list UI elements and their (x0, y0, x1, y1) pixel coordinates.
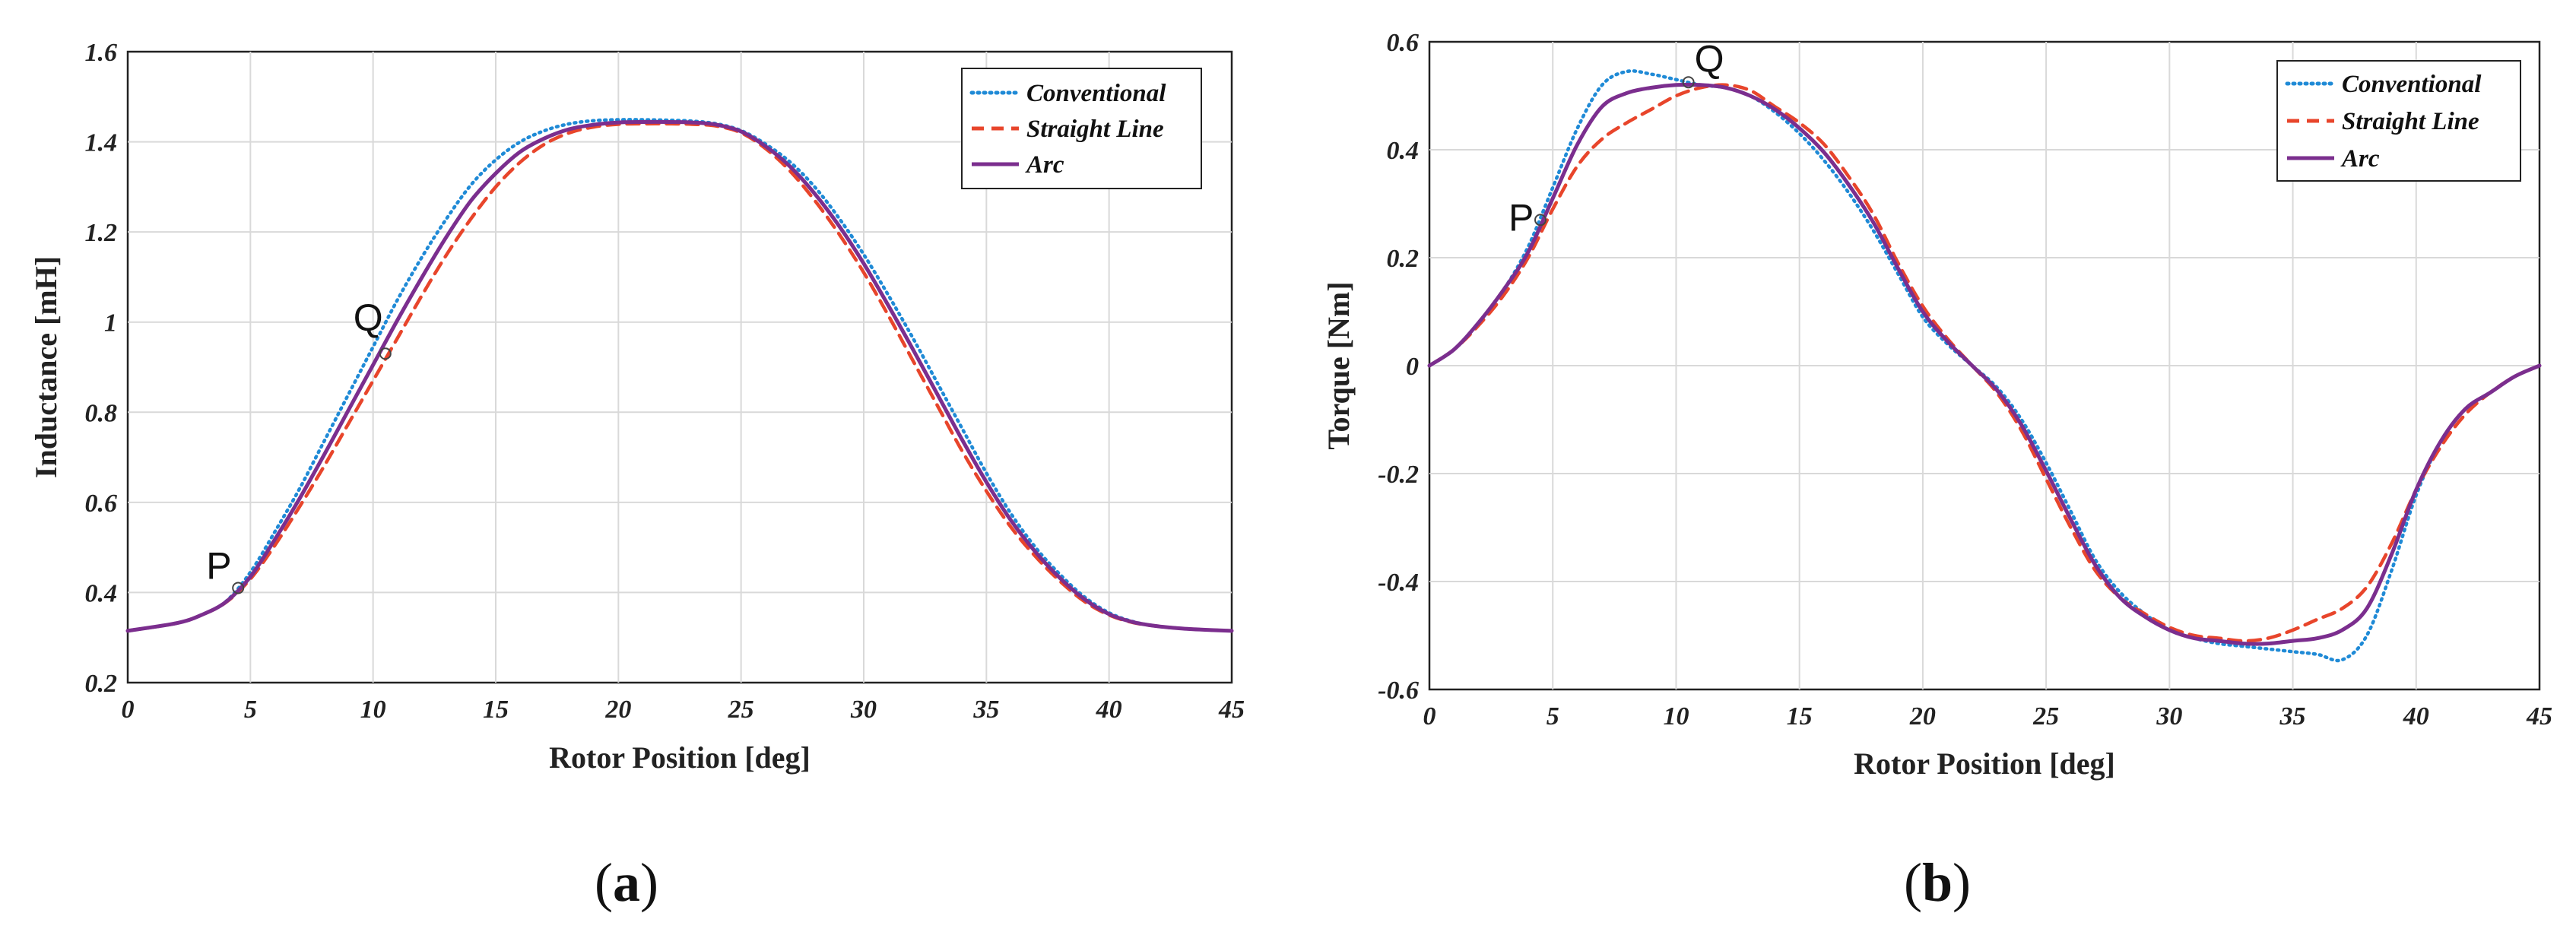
panel-b-torque: 0 5 10 15 20 25 30 35 40 45 -0.6 -0.4 -0.2 0 0.2 0.4 0.6… (1321, 29, 2552, 913)
point-marker-q-b (1682, 76, 1695, 89)
x-tick-label-b: 30 (2156, 702, 2182, 731)
y-tick-label-b: 0.4 (1387, 137, 1420, 165)
x-tick-label-b: 35 (2279, 702, 2306, 731)
x-tick-label-a: 35 (972, 696, 999, 724)
point-label-p-b: P (1508, 196, 1534, 239)
x-axis-label-a: Rotor Position [deg] (549, 740, 811, 775)
y-axis-label-a: Inductance [mH] (29, 256, 63, 478)
series-line-conventional-b (1427, 69, 2542, 663)
x-tick-label-b: 40 (2403, 702, 2429, 731)
legend-label-arc-b: Arc (2340, 145, 2380, 173)
x-tick-label-b: 10 (1663, 702, 1689, 731)
x-tick-label-a: 40 (1096, 696, 1122, 724)
x-axis-label-b: Rotor Position [deg] (1854, 746, 2115, 781)
ticks-a: 0 5 10 15 20 25 30 35 40 45 0.2 0.4 0.6 0.8 1 1.2 1.4 1.6 (85, 39, 1245, 724)
legend-label-straight-line-a: Straight Line (1026, 116, 1164, 143)
x-tick-label-a: 5 (244, 696, 257, 724)
y-tick-label-b: -0.4 (1378, 569, 1419, 597)
y-tick-label-a: 1.4 (85, 129, 118, 157)
y-tick-label-a: 1.2 (85, 219, 118, 247)
y-tick-label-a: 0.8 (85, 399, 118, 427)
x-tick-label-a: 25 (728, 696, 754, 724)
legend-b: Conventional Straight Line Arc (2276, 60, 2521, 182)
point-label-q-b: Q (1695, 37, 1724, 80)
x-tick-label-b: 20 (1909, 702, 1936, 731)
y-tick-label-a: 0.2 (85, 670, 118, 698)
annotations-b: PQ (1508, 37, 1724, 239)
legend-label-conventional-a: Conventional (1026, 80, 1166, 107)
x-tick-label-a: 15 (483, 696, 509, 724)
x-tick-label-b: 15 (1787, 702, 1813, 731)
caption-b: (b) (1904, 852, 1971, 913)
y-tick-label-b: 0.6 (1387, 29, 1420, 57)
y-tick-label-b: -0.6 (1378, 677, 1419, 705)
series-a (125, 118, 1234, 633)
point-label-q-a: Q (354, 296, 383, 339)
series-line-arc-b (1427, 82, 2542, 646)
ticks-b: 0 5 10 15 20 25 30 35 40 45 -0.6 -0.4 -0.2 0 0.2 0.4 0.6 (1378, 29, 2552, 731)
x-tick-label-b: 5 (1547, 702, 1559, 731)
x-tick-label-b: 25 (2032, 702, 2059, 731)
y-tick-label-a: 0.6 (85, 490, 118, 518)
x-tick-label-b: 0 (1423, 702, 1436, 731)
x-tick-label-a: 20 (604, 696, 631, 724)
y-tick-label-b: 0 (1406, 353, 1419, 381)
point-label-p-a: P (206, 545, 231, 588)
y-axis-label-b: Torque [Nm] (1321, 281, 1356, 449)
x-tick-label-a: 45 (1218, 696, 1245, 724)
x-tick-label-a: 30 (850, 696, 877, 724)
x-tick-label-b: 45 (2526, 702, 2552, 731)
x-tick-label-a: 10 (360, 696, 386, 724)
panel-a-inductance: 0 5 10 15 20 25 30 35 40 45 0.2 0.4 0.6 0.8 1 1.2 1.4 1.6… (29, 39, 1245, 913)
caption-a: (a) (595, 852, 658, 913)
legend-label-conventional-b: Conventional (2342, 71, 2482, 98)
y-tick-label-b: -0.2 (1378, 461, 1419, 489)
y-tick-label-a: 1 (104, 309, 117, 338)
y-tick-label-b: 0.2 (1387, 245, 1420, 273)
point-marker-p-a (232, 582, 245, 594)
point-marker-p-b (1534, 214, 1547, 227)
legend-a: Conventional Straight Line Arc (961, 68, 1202, 189)
caption-letter-b: b (1922, 852, 1953, 913)
y-tick-label-a: 0.4 (85, 579, 118, 607)
series-b (1427, 69, 2542, 663)
caption-letter-a: a (613, 852, 640, 913)
legend-label-straight-line-b: Straight Line (2342, 108, 2479, 135)
legend-box-a (961, 68, 1202, 189)
y-tick-label-a: 1.6 (85, 39, 118, 67)
annotations-a: PQ (206, 296, 392, 594)
legend-label-arc-a: Arc (1025, 151, 1064, 179)
point-marker-q-a (379, 347, 392, 360)
series-line-arc-a (125, 119, 1234, 633)
x-tick-label-a: 0 (122, 696, 135, 724)
